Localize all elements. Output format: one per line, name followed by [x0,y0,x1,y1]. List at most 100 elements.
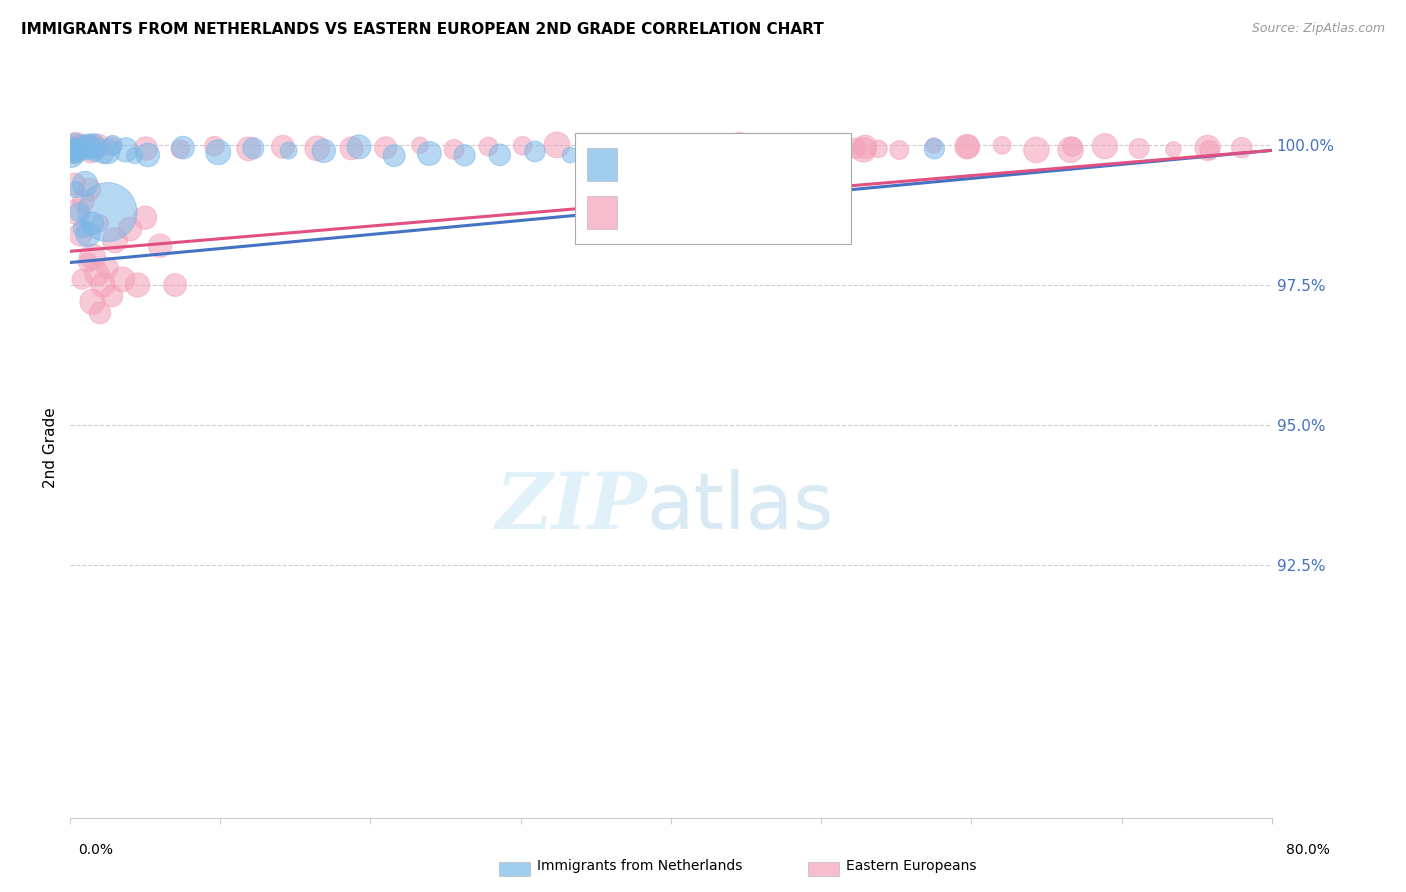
Point [67,205,90,219]
Point [523,145,546,159]
Point [707,144,730,158]
Point [66,205,89,219]
Point [706,147,728,161]
Point [73,139,96,153]
Point [77,227,100,242]
Point [73,177,96,191]
Point [307,141,329,155]
Point [63,140,86,154]
Point [118,222,141,236]
Point [87,139,110,153]
Point [956,139,979,153]
Point [80,143,103,157]
Point [69,138,91,153]
Point [111,272,134,286]
Point [614,142,637,156]
Point [924,142,946,156]
Point [77,255,100,269]
Point [91,278,114,293]
Point [312,144,335,158]
Point [80,139,103,153]
Point [512,138,534,153]
Point [84,143,107,157]
Point [69,140,91,154]
Point [100,139,122,153]
Point [207,145,229,160]
Point [922,138,945,153]
Point [844,141,866,155]
Point [60,148,83,162]
Point [80,139,103,153]
Point [65,141,87,155]
Point [62,141,84,155]
Point [66,143,89,157]
Point [453,148,475,162]
Point [1062,139,1084,153]
Point [488,148,510,162]
Point [69,227,91,242]
Point [558,148,581,162]
Point [801,141,824,155]
Point [82,216,104,230]
Point [172,141,194,155]
Point [852,143,875,157]
Text: R = 0.565   N =  81: R = 0.565 N = 81 [636,202,825,219]
Text: IMMIGRANTS FROM NETHERLANDS VS EASTERN EUROPEAN 2ND GRADE CORRELATION CHART: IMMIGRANTS FROM NETHERLANDS VS EASTERN E… [21,22,824,37]
Point [169,142,191,156]
Point [1198,143,1220,157]
Point [648,137,671,152]
Point [820,142,842,156]
Point [84,146,107,161]
Point [477,139,499,153]
Point [63,177,86,191]
Point [114,143,136,157]
Point [65,138,87,153]
Point [136,148,159,162]
Point [1025,143,1047,157]
Point [70,222,93,236]
Point [104,233,127,247]
Point [853,140,876,154]
Point [134,211,156,225]
Point [96,261,118,276]
Point [75,222,97,236]
Point [242,141,264,155]
Text: Eastern Europeans: Eastern Europeans [846,859,977,873]
Point [70,272,93,286]
Point [418,146,440,161]
Point [89,306,111,320]
Point [889,143,911,157]
Point [347,140,370,154]
Point [700,141,723,155]
Point [603,141,626,155]
Point [87,139,110,153]
Point [1230,141,1253,155]
Point [63,139,86,153]
Point [956,139,979,153]
Point [665,138,688,153]
Point [1094,139,1116,153]
Point [238,142,260,156]
Point [77,139,100,153]
Text: ZIP: ZIP [495,468,647,545]
Point [62,138,84,153]
Point [79,183,101,197]
Point [374,141,396,155]
Point [546,138,568,153]
Text: atlas: atlas [647,469,834,545]
Y-axis label: 2nd Grade: 2nd Grade [44,408,58,488]
Point [728,138,751,153]
Point [717,139,740,153]
Point [93,146,115,161]
Point [1059,143,1081,157]
Point [127,278,149,293]
Text: 80.0%: 80.0% [1285,843,1330,857]
Point [63,144,86,158]
Point [69,142,91,156]
Point [83,138,105,153]
Point [991,138,1014,153]
Point [204,139,226,153]
Point [1128,141,1150,155]
Point [67,138,90,153]
Point [135,142,157,156]
